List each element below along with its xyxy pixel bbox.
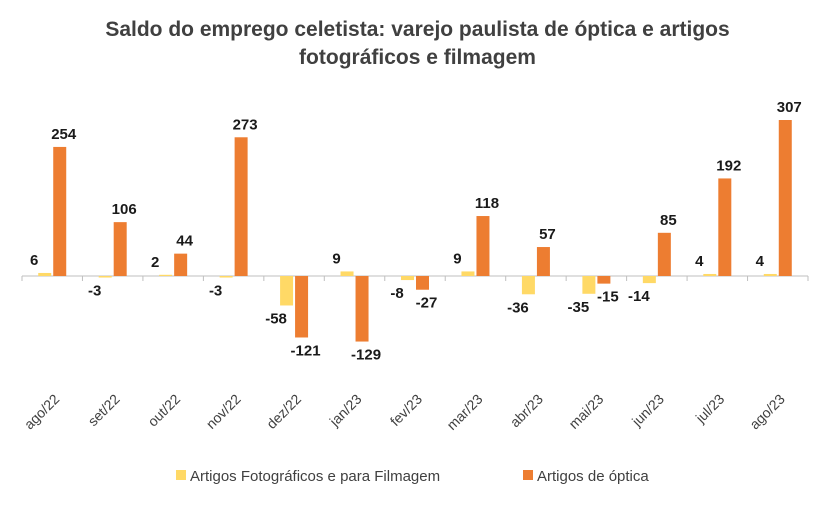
bar-artigos-optica <box>718 178 732 276</box>
bar-artigos-optica <box>295 276 309 338</box>
bar-artigos-optica <box>778 120 792 276</box>
data-label: -58 <box>265 310 287 327</box>
bar-artigos-optica <box>174 253 188 276</box>
data-label: 2 <box>151 254 159 271</box>
data-label: 9 <box>453 250 461 267</box>
bar-artigos-fotograficos <box>763 273 777 276</box>
bar-artigos-optica <box>355 276 369 342</box>
data-label: 57 <box>539 226 556 243</box>
bar-artigos-fotograficos <box>401 276 414 281</box>
legend-swatch-fotograficos <box>176 470 186 480</box>
bar-artigos-fotograficos <box>582 276 596 294</box>
x-tick-label: ago/23 <box>746 391 788 433</box>
bar-artigos-optica <box>113 222 127 276</box>
legend-swatch-optica <box>523 470 533 480</box>
data-label: -14 <box>628 288 650 305</box>
data-label: -129 <box>351 347 381 364</box>
bar-artigos-fotograficos <box>703 273 717 276</box>
x-tick-label: mar/23 <box>443 391 485 433</box>
data-label: -27 <box>416 295 438 312</box>
data-label: -121 <box>291 342 321 359</box>
x-tick-label: fev/23 <box>387 391 425 429</box>
bar-artigos-fotograficos <box>642 276 656 284</box>
bar-artigos-fotograficos <box>340 271 354 276</box>
x-tick-label: set/22 <box>85 391 123 429</box>
x-tick-label: jul/23 <box>692 391 728 427</box>
bar-artigos-optica <box>234 137 248 276</box>
bar-artigos-fotograficos <box>461 271 475 276</box>
data-label: 307 <box>777 99 802 116</box>
chart-title-line2: fotográficos e filmagem <box>299 46 536 69</box>
x-tick-label: jun/23 <box>628 391 667 430</box>
x-tick-label: nov/22 <box>203 391 244 432</box>
data-label: 192 <box>716 157 741 174</box>
bar-artigos-optica <box>53 146 67 276</box>
legend-label-optica: Artigos de óptica <box>537 468 649 485</box>
bar-artigos-fotograficos <box>38 272 52 276</box>
bar-artigos-fotograficos <box>159 274 173 276</box>
x-tick-label: ago/22 <box>21 391 63 433</box>
x-tick-label: mai/23 <box>565 391 606 432</box>
x-tick-label: out/22 <box>144 391 183 430</box>
data-label: 9 <box>332 250 340 267</box>
bar-artigos-optica <box>657 232 671 276</box>
data-label: 273 <box>233 116 258 133</box>
data-label: -15 <box>597 289 619 306</box>
data-label: -8 <box>390 285 403 302</box>
data-label: -3 <box>88 283 101 300</box>
data-label: -36 <box>507 299 529 316</box>
data-label: 6 <box>30 252 38 269</box>
data-label: 44 <box>176 233 193 250</box>
data-label: 254 <box>51 126 77 143</box>
data-label: 106 <box>112 201 137 218</box>
bar-artigos-optica <box>416 276 429 290</box>
x-tick-label: abr/23 <box>507 391 547 431</box>
data-label: -35 <box>568 299 590 316</box>
bar-artigos-fotograficos <box>98 276 112 278</box>
legend-label-fotograficos: Artigos Fotográficos e para Filmagem <box>190 468 440 485</box>
data-label: 4 <box>756 253 765 270</box>
x-tick-label: dez/22 <box>263 391 304 432</box>
bar-artigos-fotograficos <box>280 276 294 306</box>
x-tick-label: jan/23 <box>326 391 365 430</box>
bar-artigos-optica <box>597 276 611 284</box>
bar-artigos-fotograficos <box>219 276 233 278</box>
bar-artigos-optica <box>476 216 490 276</box>
chart-title-line1: Saldo do emprego celetista: varejo pauli… <box>105 18 730 41</box>
data-label: 118 <box>475 195 499 212</box>
data-label: -3 <box>209 283 222 300</box>
data-label: 4 <box>695 253 704 270</box>
bar-artigos-fotograficos <box>521 276 535 295</box>
data-label: 85 <box>660 212 677 229</box>
bar-artigos-optica <box>536 247 550 276</box>
chart-title: Saldo do emprego celetista: varejo pauli… <box>0 16 835 72</box>
